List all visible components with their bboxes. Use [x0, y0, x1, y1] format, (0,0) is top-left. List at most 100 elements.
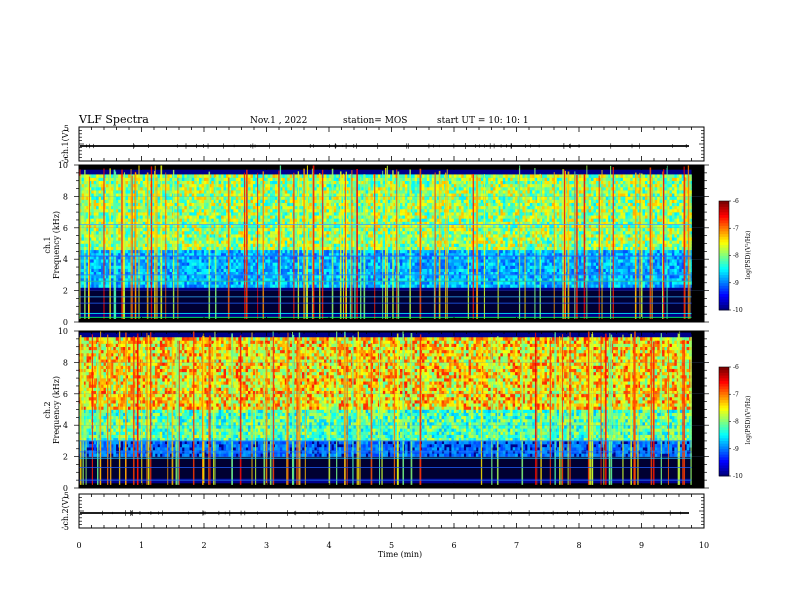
- ch1-spec-cell: [194, 193, 197, 197]
- ch1-spec-cell: [346, 196, 349, 200]
- ch1-spec-cell: [140, 218, 143, 222]
- ch1-spec-cell: [370, 224, 374, 229]
- ch1-spec-cell: [208, 240, 212, 244]
- ch1-spec-cell: [319, 268, 322, 273]
- ch1-spec-cell: [262, 240, 266, 244]
- ch1-spec-cell: [226, 215, 229, 219]
- ch1-spec-cell: [216, 215, 219, 219]
- ch1-spec-cell: [360, 183, 364, 188]
- ch1-spec-cell: [101, 177, 104, 181]
- ch1-spec-cell: [118, 265, 121, 269]
- ch1-spec-cell: [221, 284, 224, 288]
- ch1-spec-cell: [368, 208, 371, 213]
- ch1-spec-cell: [118, 215, 121, 219]
- ch1-spec-cell: [81, 243, 85, 247]
- ch1-spec-cell: [267, 193, 271, 197]
- ch1-spec-cell: [174, 249, 178, 254]
- ch1-spec-cell: [272, 221, 276, 225]
- ch1-spec-cell: [238, 193, 241, 197]
- ch1-spec-cell: [218, 259, 222, 263]
- ch1-spec-cell: [235, 199, 239, 203]
- ch1-spec-cell: [216, 278, 219, 282]
- ch1-spec-cell: [319, 177, 322, 181]
- ch1-spec-cell: [309, 237, 313, 241]
- ch1-spec-cell: [370, 212, 374, 216]
- ch1-spec-cell: [260, 199, 264, 203]
- ch1-spec-cell: [341, 186, 344, 191]
- ch1-spec-cell: [346, 281, 349, 285]
- ch1-spec-cell: [289, 252, 293, 257]
- ch1-spec-cell: [262, 177, 266, 181]
- ch1-spec-cell: [385, 227, 388, 232]
- ch1-spec-cell: [377, 196, 381, 200]
- ch1-spec-cell: [216, 174, 219, 178]
- ch1-spec-cell: [238, 208, 241, 213]
- ch1-spec-cell: [324, 278, 327, 282]
- ch1-spec-cell: [272, 215, 276, 219]
- ch1-spec-cell: [257, 234, 261, 238]
- ch1-spec-cell: [181, 234, 185, 238]
- ch1-spec-cell: [304, 174, 308, 178]
- ch1-spec-cell: [299, 271, 303, 276]
- ch1-spec-cell: [360, 249, 364, 254]
- ch1-spec-cell: [238, 180, 241, 185]
- ch1-spec-cell: [279, 274, 283, 279]
- ch1-spec-cell: [201, 252, 205, 257]
- ch1-spec-cell: [174, 252, 178, 257]
- ch1-spec-cell: [262, 215, 266, 219]
- ch1-spec-cell: [240, 177, 244, 181]
- ch1-spec-cell: [287, 284, 290, 288]
- ch1-spec-cell: [145, 224, 148, 229]
- ch1-spec-cell: [289, 243, 293, 247]
- ch1-spec-cell: [257, 202, 261, 207]
- ch1-spec-cell: [377, 278, 381, 282]
- ch1-spec-cell: [370, 177, 374, 181]
- ch1-spec-cell: [336, 215, 339, 219]
- ch1-spec-cell: [238, 274, 241, 279]
- ch1-spec-cell: [252, 246, 256, 251]
- ch1-spec-cell: [110, 215, 114, 219]
- ch1-spec-cell: [125, 259, 129, 263]
- ch1-spec-cell: [86, 186, 90, 191]
- ch1-spec-cell: [226, 224, 229, 229]
- ch1-spec-cell: [162, 237, 166, 241]
- ch1-spec-cell: [265, 183, 268, 188]
- ch1-spec-cell: [375, 215, 379, 219]
- ch1-spec-cell: [279, 177, 283, 181]
- ch1-spec-cell: [257, 183, 261, 188]
- ch1-spec-cell: [181, 193, 185, 197]
- ch1-spec-cell: [284, 180, 288, 185]
- ch1-spec-cell: [275, 174, 278, 178]
- ch1-spec-cell: [167, 205, 170, 210]
- ch1-spec-cell: [218, 196, 222, 200]
- ch1-spec-cell: [194, 237, 197, 241]
- ch1-spec-cell: [142, 237, 146, 241]
- ch1-spec-cell: [275, 221, 278, 225]
- ch1-spec-cell: [147, 196, 151, 200]
- ch1-spec-cell: [314, 196, 317, 200]
- ch1-spec-cell: [208, 259, 212, 263]
- ch1-spec-cell: [358, 215, 362, 219]
- ch1-spec-cell: [223, 249, 227, 254]
- ch1-spec-cell: [81, 212, 85, 216]
- ch1-spec-cell: [96, 278, 99, 282]
- ch1-spec-cell: [194, 281, 197, 285]
- ch1-spec-cell: [287, 177, 290, 181]
- ch1-spec-cell: [314, 205, 317, 210]
- ch1-spec-cell: [206, 218, 210, 222]
- ch1-spec-cell: [238, 212, 241, 216]
- ch1-spec-cell: [267, 243, 271, 247]
- ch1-spec-cell: [228, 234, 232, 238]
- ch1-spec-cell: [98, 243, 102, 247]
- ch1-spec-cell: [368, 249, 371, 254]
- ch1-spec-cell: [125, 180, 129, 185]
- ch1-spec-cell: [96, 246, 99, 251]
- ch1-spec-cell: [203, 249, 207, 254]
- ch1-spec-cell: [115, 212, 119, 216]
- ch1-spec-cell: [262, 259, 266, 263]
- ch1-spec-cell: [110, 249, 114, 254]
- ch1-spec-cell: [375, 278, 379, 282]
- ch1-spec-cell: [289, 262, 293, 266]
- ch1-spec-cell: [358, 174, 362, 178]
- ch1-spec-cell: [169, 224, 173, 229]
